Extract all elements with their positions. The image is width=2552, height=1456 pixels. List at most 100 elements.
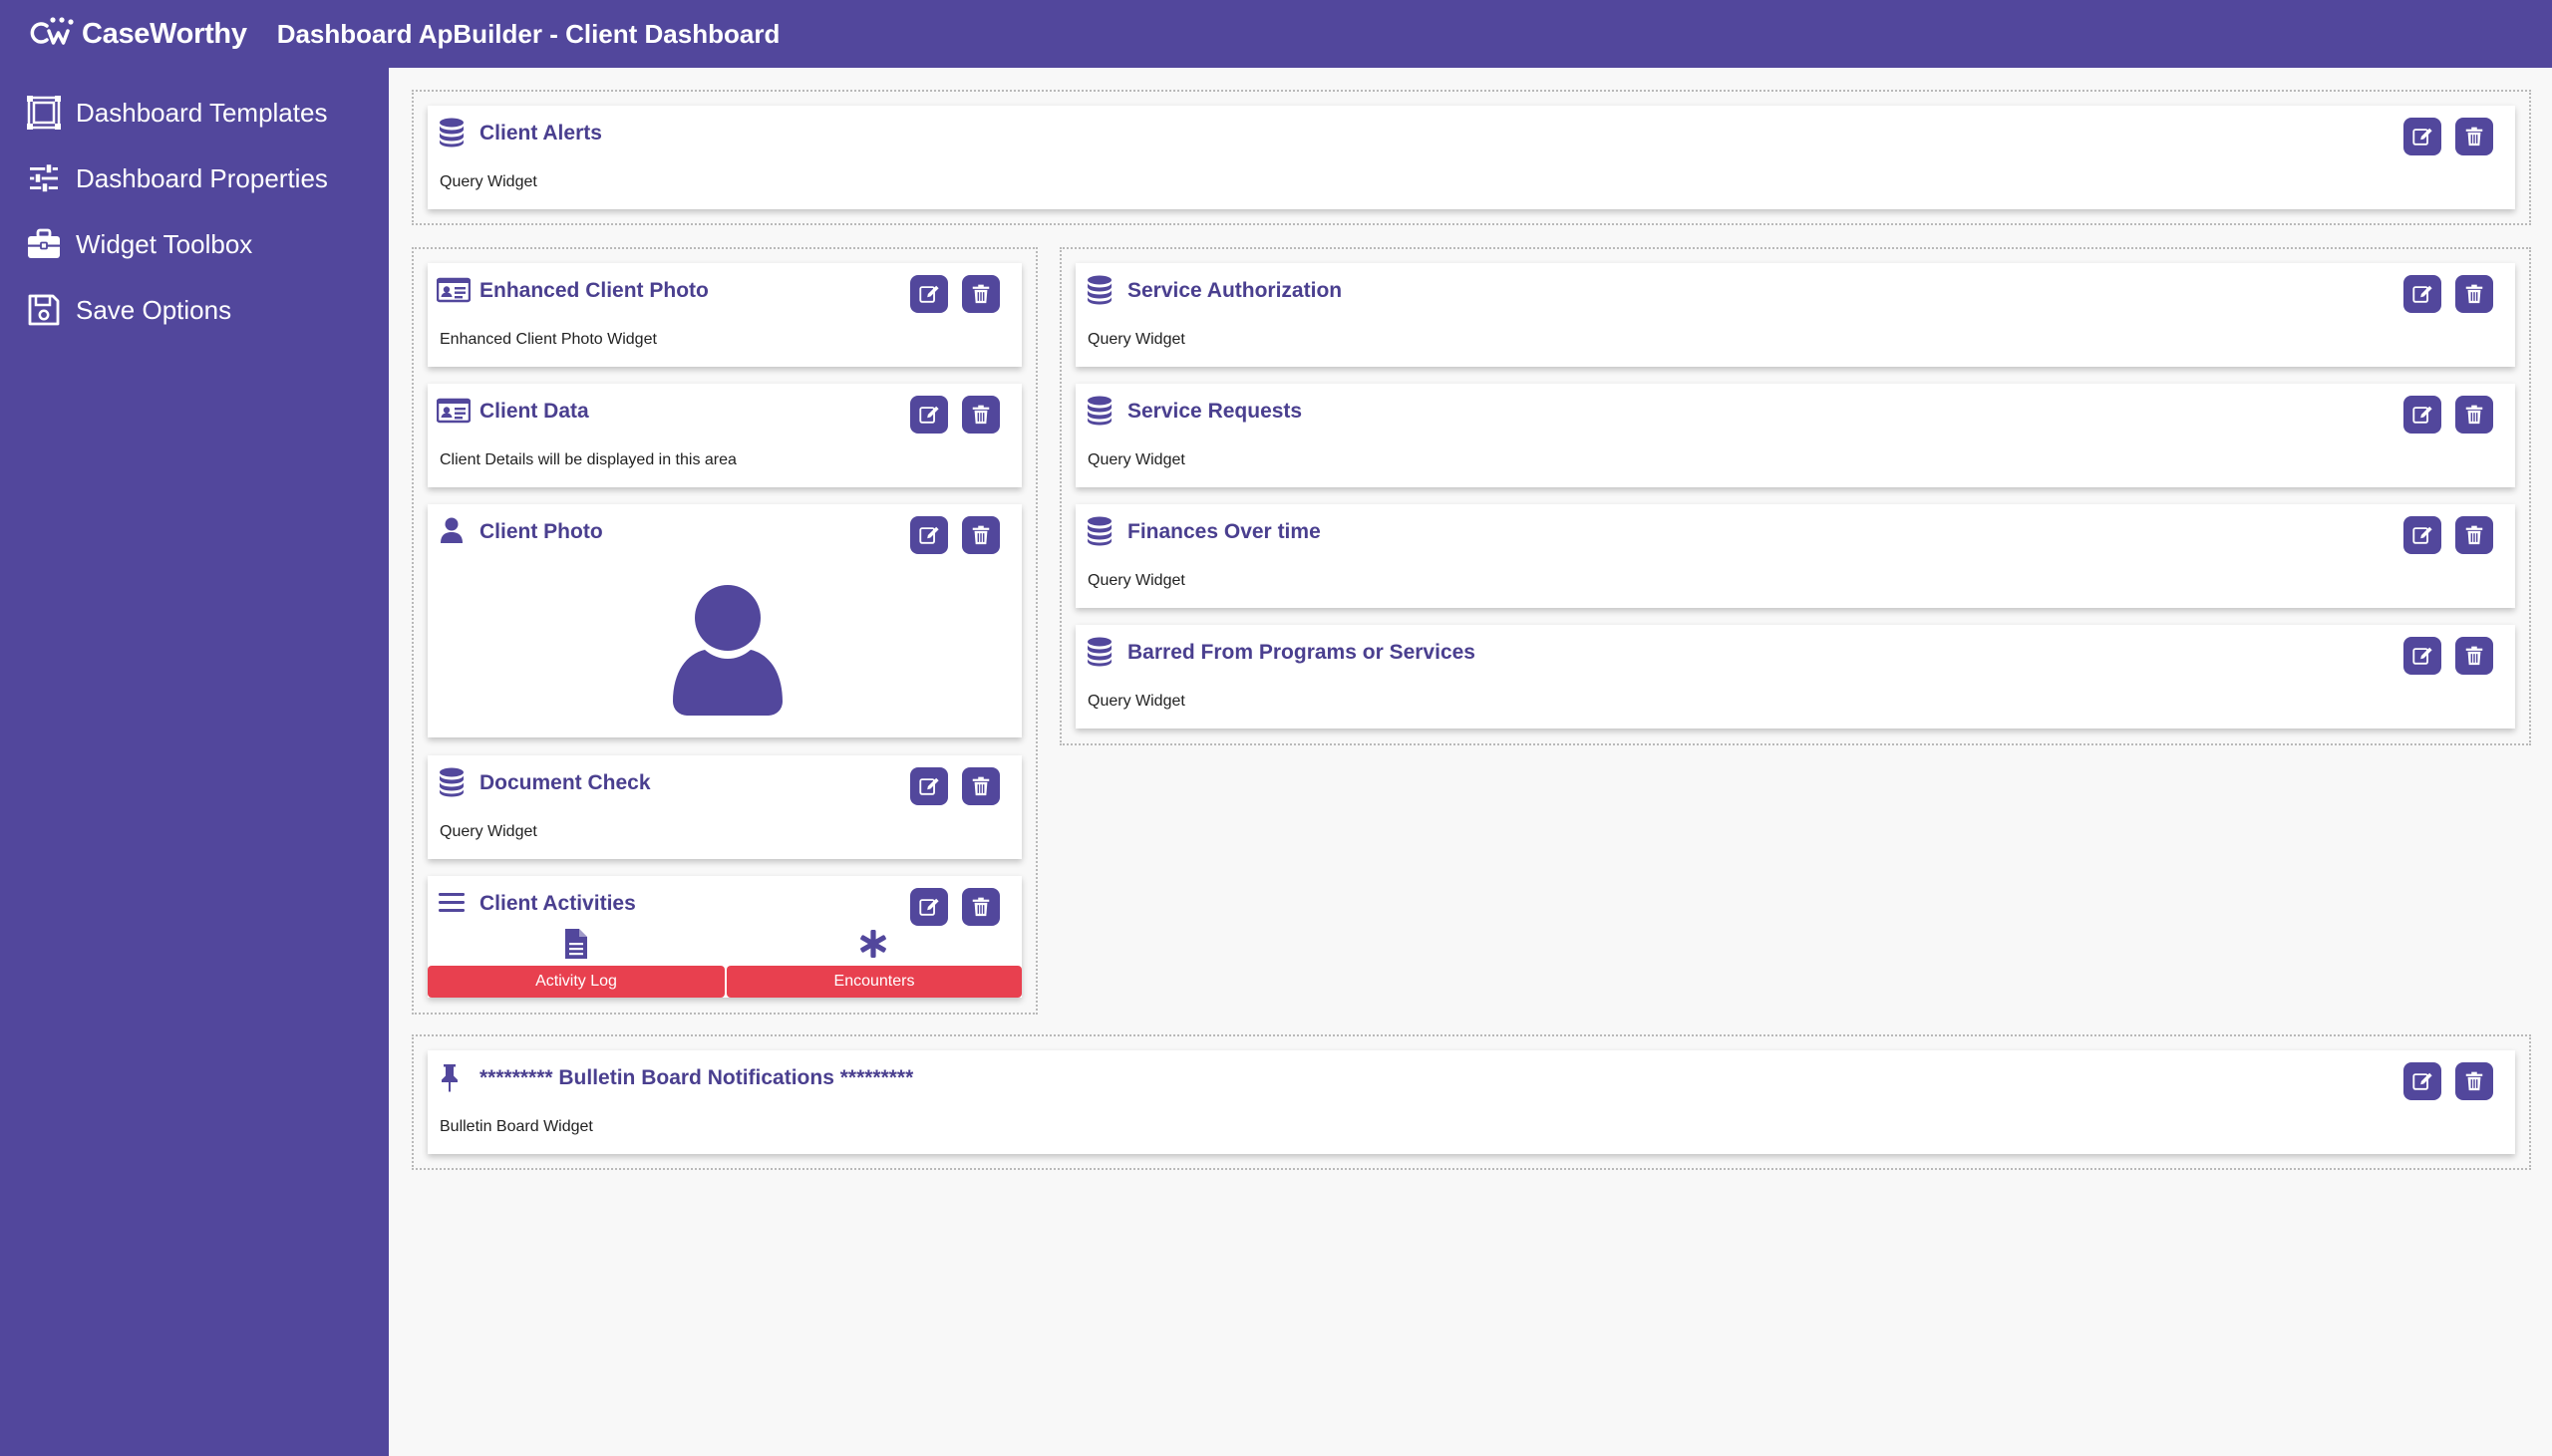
widget-service-requests[interactable]: Service Requests Query Widget xyxy=(1076,384,2515,487)
edit-widget-button[interactable] xyxy=(910,396,948,434)
edit-icon xyxy=(2411,404,2433,426)
sidebar-item-dashboard-properties[interactable]: Dashboard Properties xyxy=(0,146,389,211)
toolbox-icon xyxy=(28,228,60,258)
widget-title: Service Authorization xyxy=(1127,279,1343,302)
widget-bulletin-board[interactable]: ********* Bulletin Board Notifications *… xyxy=(428,1050,2515,1154)
trash-icon xyxy=(2463,283,2485,305)
drop-zone-right: Service Authorization Query Widget Servi… xyxy=(1060,247,2531,745)
widget-client-alerts[interactable]: Client Alerts Query Widget xyxy=(428,106,2515,209)
edit-widget-button[interactable] xyxy=(910,767,948,805)
trash-icon xyxy=(970,524,992,546)
database-icon xyxy=(1086,516,1114,546)
page-title: Dashboard ApBuilder - Client Dashboard xyxy=(276,18,781,49)
widget-title: Client Photo xyxy=(479,520,603,543)
delete-widget-button[interactable] xyxy=(2455,516,2493,554)
widget-title: Service Requests xyxy=(1127,400,1303,423)
widget-client-data[interactable]: Client Data Client Details will be displ… xyxy=(428,384,1022,487)
widget-title: Finances Over time xyxy=(1127,520,1321,543)
delete-widget-button[interactable] xyxy=(2455,1062,2493,1100)
widget-enhanced-client-photo[interactable]: Enhanced Client Photo Enhanced Client Ph… xyxy=(428,263,1022,367)
widget-subtitle: Client Details will be displayed in this… xyxy=(440,451,737,468)
pushpin-icon xyxy=(438,1062,462,1092)
widget-subtitle: Query Widget xyxy=(1088,693,1185,710)
delete-widget-button[interactable] xyxy=(962,516,1000,554)
sidebar-item-save-options[interactable]: Save Options xyxy=(0,277,389,343)
delete-widget-button[interactable] xyxy=(962,888,1000,926)
trash-icon xyxy=(2463,1070,2485,1092)
widget-client-photo[interactable]: Client Photo xyxy=(428,504,1022,737)
edit-widget-button[interactable] xyxy=(2403,1062,2441,1100)
caseworthy-logo[interactable]: CaseWorthy xyxy=(30,14,247,54)
edit-widget-button[interactable] xyxy=(910,516,948,554)
edit-widget-button[interactable] xyxy=(2403,516,2441,554)
delete-widget-button[interactable] xyxy=(2455,275,2493,313)
widget-subtitle: Query Widget xyxy=(440,823,537,840)
delete-widget-button[interactable] xyxy=(962,396,1000,434)
widget-barred-from-programs[interactable]: Barred From Programs or Services Query W… xyxy=(1076,625,2515,728)
trash-icon xyxy=(970,283,992,305)
edit-icon xyxy=(2411,283,2433,305)
database-icon xyxy=(1086,396,1114,426)
sidebar-item-label: Save Options xyxy=(76,294,232,325)
drop-zone-top: Client Alerts Query Widget xyxy=(412,90,2531,225)
edit-widget-button[interactable] xyxy=(2403,118,2441,155)
edit-icon xyxy=(918,775,940,797)
widget-title: Enhanced Client Photo xyxy=(479,279,709,302)
widget-subtitle: Bulletin Board Widget xyxy=(440,1118,593,1135)
widget-subtitle: Enhanced Client Photo Widget xyxy=(440,331,657,348)
edit-icon xyxy=(918,896,940,918)
edit-widget-button[interactable] xyxy=(910,888,948,926)
edit-icon xyxy=(918,524,940,546)
sidebar-item-widget-toolbox[interactable]: Widget Toolbox xyxy=(0,211,389,277)
sidebar-item-label: Dashboard Templates xyxy=(76,97,328,128)
user-icon xyxy=(440,516,464,544)
database-icon xyxy=(1086,275,1114,305)
widget-client-activities[interactable]: Client Activities Activity Log xyxy=(428,876,1022,998)
avatar-placeholder-icon xyxy=(673,585,783,716)
brand-name: CaseWorthy xyxy=(82,17,247,50)
edit-widget-button[interactable] xyxy=(910,275,948,313)
widget-document-check[interactable]: Document Check Query Widget xyxy=(428,755,1022,859)
widget-subtitle: Query Widget xyxy=(1088,572,1185,589)
edit-icon xyxy=(918,283,940,305)
edit-icon xyxy=(2411,1070,2433,1092)
drop-zone-left: Enhanced Client Photo Enhanced Client Ph… xyxy=(412,247,1038,1015)
trash-icon xyxy=(2463,645,2485,667)
encounters-action[interactable]: Encounters xyxy=(725,918,1022,998)
sliders-icon xyxy=(30,162,58,193)
edit-widget-button[interactable] xyxy=(2403,275,2441,313)
widget-finances-over-time[interactable]: Finances Over time Query Widget xyxy=(1076,504,2515,608)
widget-title: Document Check xyxy=(479,771,651,794)
delete-widget-button[interactable] xyxy=(2455,118,2493,155)
template-icon xyxy=(27,96,61,130)
edit-widget-button[interactable] xyxy=(2403,396,2441,434)
widget-subtitle: Query Widget xyxy=(1088,331,1185,348)
edit-widget-button[interactable] xyxy=(2403,637,2441,675)
delete-widget-button[interactable] xyxy=(962,767,1000,805)
id-card-icon xyxy=(437,277,471,303)
widget-service-authorization[interactable]: Service Authorization Query Widget xyxy=(1076,263,2515,367)
database-icon xyxy=(438,118,466,147)
sidebar-item-dashboard-templates[interactable]: Dashboard Templates xyxy=(0,80,389,146)
trash-icon xyxy=(970,775,992,797)
trash-icon xyxy=(970,404,992,426)
activity-log-button[interactable]: Activity Log xyxy=(428,966,725,998)
widget-title: Client Data xyxy=(479,400,589,423)
widget-title: ********* Bulletin Board Notifications *… xyxy=(479,1066,914,1089)
trash-icon xyxy=(2463,524,2485,546)
widget-title: Client Alerts xyxy=(479,122,602,145)
encounters-button[interactable]: Encounters xyxy=(727,966,1022,998)
delete-widget-button[interactable] xyxy=(962,275,1000,313)
widget-title: Barred From Programs or Services xyxy=(1127,641,1475,664)
trash-icon xyxy=(2463,404,2485,426)
trash-icon xyxy=(2463,126,2485,147)
edit-icon xyxy=(2411,645,2433,667)
activity-log-action[interactable]: Activity Log xyxy=(428,918,725,998)
sidebar: Dashboard Templates Dashboard Properties… xyxy=(0,68,389,1456)
asterisk-icon xyxy=(860,930,886,958)
drop-zone-bottom: ********* Bulletin Board Notifications *… xyxy=(412,1034,2531,1170)
widget-subtitle: Query Widget xyxy=(440,173,537,190)
delete-widget-button[interactable] xyxy=(2455,637,2493,675)
edit-icon xyxy=(2411,126,2433,147)
delete-widget-button[interactable] xyxy=(2455,396,2493,434)
